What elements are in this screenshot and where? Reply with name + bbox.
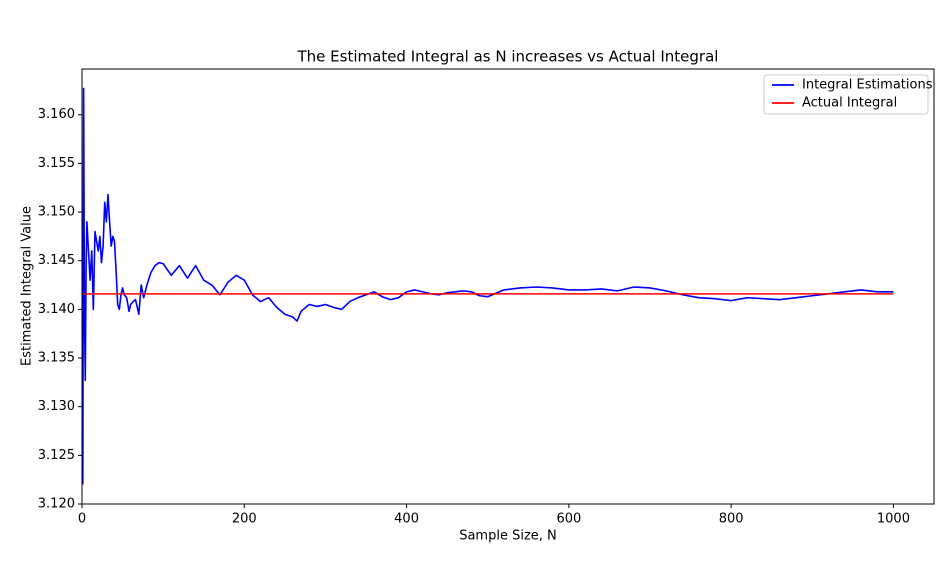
y-tick-label: 3.125 xyxy=(38,448,75,463)
x-tick-label: 800 xyxy=(719,512,744,527)
y-tick-label: 3.140 xyxy=(38,302,75,317)
x-tick-label: 400 xyxy=(394,512,419,527)
legend-label: Integral Estimations xyxy=(802,78,933,93)
data-line xyxy=(82,87,894,485)
legend-label: Actual Integral xyxy=(802,96,897,111)
chart-title: The Estimated Integral as N increases vs… xyxy=(297,48,719,66)
x-tick-label: 0 xyxy=(78,512,86,527)
y-tick-label: 3.160 xyxy=(38,107,75,122)
y-tick-label: 3.135 xyxy=(38,351,75,366)
x-tick-label: 600 xyxy=(556,512,581,527)
y-tick-label: 3.130 xyxy=(38,399,75,414)
legend-box xyxy=(763,74,929,115)
x-tick-label: 1000 xyxy=(877,512,910,527)
y-tick-label: 3.120 xyxy=(38,497,75,512)
y-tick-label: 3.145 xyxy=(38,253,75,268)
y-axis-label: Estimated Integral Value xyxy=(20,206,35,366)
x-tick-label: 200 xyxy=(232,512,257,527)
plot-frame xyxy=(81,68,935,505)
y-tick-label: 3.155 xyxy=(38,156,75,171)
y-tick-label: 3.150 xyxy=(38,205,75,220)
x-axis-label: Sample Size, N xyxy=(459,529,557,544)
